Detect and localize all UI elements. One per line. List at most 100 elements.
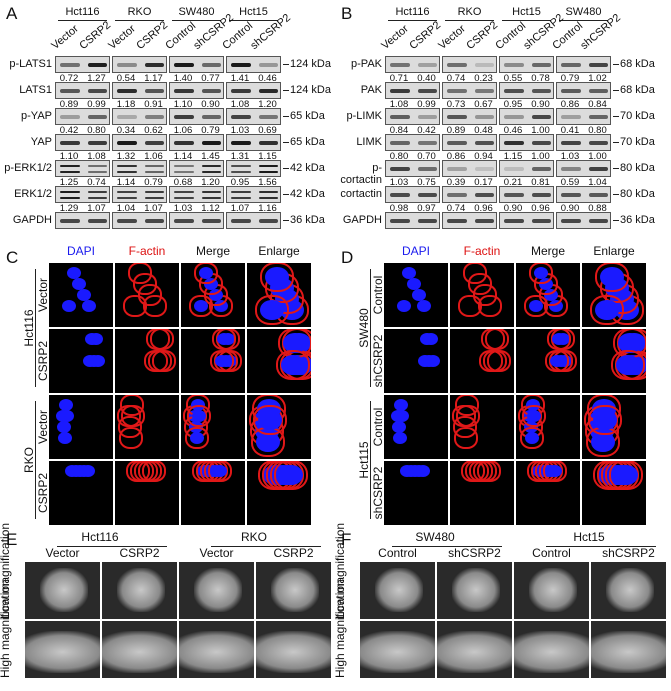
blot-box	[385, 186, 440, 203]
band	[117, 88, 137, 93]
row-label-gapdh: GAPDH	[342, 214, 382, 226]
sem-cell	[375, 568, 423, 612]
group-underline	[392, 546, 502, 547]
panel-f-letter: F	[341, 530, 352, 549]
blot-box	[169, 212, 224, 229]
quantification-value: 0.62	[144, 125, 163, 136]
group-label-hct116: Hct116	[81, 530, 119, 544]
blot-box	[169, 186, 224, 203]
group-underline	[445, 20, 494, 21]
nucleus	[614, 465, 638, 486]
band	[144, 140, 164, 145]
group-label-hct15: Hct15	[239, 6, 268, 18]
band	[588, 62, 608, 67]
kda-marker: 124 kDa	[283, 58, 331, 70]
blot-box	[442, 82, 497, 99]
quantification-value: 0.84	[389, 125, 409, 136]
nucleus	[417, 300, 431, 312]
micrograph-f-actin	[115, 461, 179, 525]
band	[504, 140, 524, 145]
blot-box	[226, 82, 281, 99]
actin-outline	[194, 263, 218, 284]
quantification-value: 1.17	[144, 73, 163, 84]
row-label-erk1-2: ERK1/2	[14, 188, 52, 200]
panel-a-western-blot: Hct116 RKO SW480 Hct15 Vector CSRP2 Vector CSRP…	[0, 0, 335, 235]
column-header-f-actin: F-actin	[128, 244, 166, 258]
actin-outline	[458, 295, 482, 317]
quantification-value: 1.14	[173, 151, 193, 162]
band	[174, 196, 194, 199]
blot-box	[226, 186, 281, 203]
quantification-value: 0.96	[531, 203, 550, 214]
actin-outline	[255, 295, 289, 326]
nucleus	[529, 300, 543, 312]
lane-label: CSRP2	[406, 19, 443, 52]
condition-label: Vector	[36, 277, 50, 313]
group-underline	[58, 20, 107, 21]
quantification-value: 1.04	[588, 177, 607, 188]
quantification-value: 1.03	[389, 177, 409, 188]
quantification-value: 0.80	[389, 151, 409, 162]
band	[561, 218, 581, 223]
blot-box	[442, 212, 497, 229]
sem-micrograph	[256, 621, 331, 678]
nucleus	[394, 399, 408, 411]
actin-outline	[187, 405, 211, 427]
nucleus	[395, 410, 409, 422]
micrograph-dapi	[49, 461, 113, 525]
quantification-value: 1.16	[258, 203, 277, 214]
blot-box	[55, 134, 110, 151]
quantification-value: 0.88	[588, 203, 607, 214]
blot-box	[55, 56, 110, 73]
micrograph-enlarge	[582, 263, 646, 327]
actin-outline	[128, 263, 152, 284]
actin-outline	[477, 461, 501, 482]
band	[258, 170, 278, 173]
band	[60, 218, 80, 223]
sem-cell	[117, 568, 165, 612]
blot-box	[385, 212, 440, 229]
quantification-value: 1.45	[201, 151, 220, 162]
nucleus	[217, 333, 231, 345]
kda-marker: 80 kDa	[613, 162, 655, 174]
nucleus	[57, 421, 71, 433]
band	[561, 140, 581, 145]
actin-outline	[588, 405, 622, 436]
band	[144, 114, 164, 119]
group-underline	[546, 546, 656, 547]
nucleus	[81, 465, 95, 477]
band	[60, 170, 80, 173]
nucleus	[59, 399, 73, 411]
band	[87, 196, 107, 199]
band	[531, 88, 551, 93]
condition-label: Control	[371, 407, 385, 447]
nucleus	[85, 333, 99, 345]
quantification-value: 0.67	[474, 99, 493, 110]
actin-outline	[274, 461, 308, 491]
column-label: shCSRP2	[602, 546, 655, 560]
band	[87, 190, 107, 193]
group-underline	[502, 20, 551, 21]
band	[258, 62, 278, 67]
group-label-hct15: Hct15	[573, 530, 605, 544]
band	[417, 88, 437, 93]
blot-box	[226, 134, 281, 151]
group-label-hct15: Hct15	[512, 6, 541, 18]
micrograph-enlarge	[247, 263, 311, 327]
band	[417, 62, 437, 67]
blot-box	[556, 82, 611, 99]
sem-micrograph	[179, 621, 254, 678]
blot-box	[112, 212, 167, 229]
blot-box	[442, 186, 497, 203]
kda-marker: 65 kDa	[283, 136, 325, 148]
group-label-rko: RKO	[240, 530, 267, 544]
band	[87, 114, 107, 119]
band	[87, 88, 107, 93]
micrograph-enlarge	[247, 329, 311, 393]
actin-outline	[595, 263, 629, 293]
blot-box	[385, 82, 440, 99]
nucleus	[525, 432, 539, 444]
quantification-value: 0.74	[87, 177, 106, 188]
row-label-limk: LIMK	[356, 136, 382, 148]
column-header-enlarge: Enlarge	[258, 244, 300, 258]
